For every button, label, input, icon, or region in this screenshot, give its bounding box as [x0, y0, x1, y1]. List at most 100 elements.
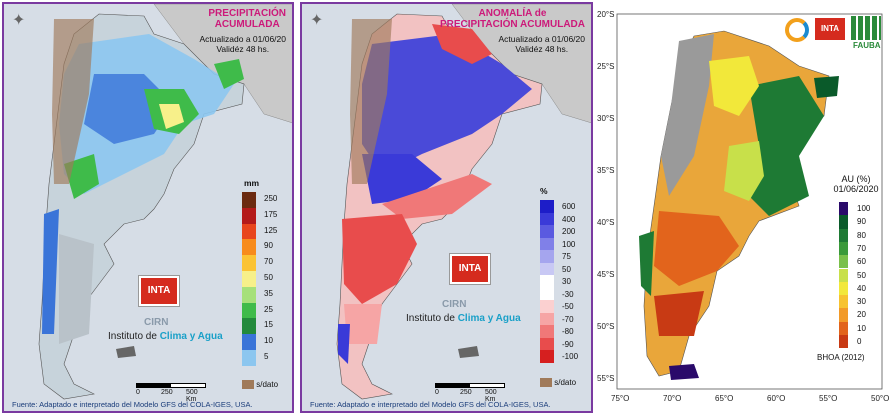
legend-label: 70 — [264, 257, 273, 267]
source-note: Fuente: Adaptado e interpretado del Mode… — [310, 400, 551, 409]
legend-label: -30 — [562, 289, 574, 299]
ipcva-logo-icon — [785, 18, 809, 42]
fauba-label: FAUBA — [853, 41, 881, 50]
legend-unit: % — [540, 186, 548, 196]
legend-swatch — [839, 268, 848, 282]
legend-swatch — [839, 308, 848, 322]
legend-label: 5 — [264, 352, 269, 361]
legend-swatch — [540, 212, 554, 225]
legend-swatch — [540, 225, 554, 238]
legend-swatch — [839, 255, 848, 269]
legend-swatch — [242, 334, 256, 350]
legend-label: 100 — [562, 239, 576, 249]
no-data-swatch — [540, 378, 552, 388]
legend-label: -80 — [562, 327, 574, 336]
longitude-label: 65°O — [715, 394, 734, 403]
legend-label: -100 — [562, 352, 579, 361]
legend-label: 20 — [857, 310, 866, 320]
water-storage-map — [616, 13, 883, 390]
latitude-label: 45°S — [597, 270, 615, 279]
legend-label: 15 — [264, 320, 273, 330]
legend-swatch — [839, 202, 848, 216]
legend-label: 0 — [857, 337, 862, 346]
legend-swatch — [540, 350, 554, 363]
legend-swatch — [839, 228, 848, 242]
latitude-label: 30°S — [597, 114, 615, 123]
no-data-legend: s/dato — [540, 378, 576, 388]
legend-swatch — [540, 250, 554, 263]
legend-label: 10 — [857, 323, 866, 333]
legend-swatch — [242, 223, 256, 240]
legend-swatch — [839, 215, 848, 229]
legend-swatch — [242, 271, 256, 287]
legend-swatch — [540, 325, 554, 338]
latitude-label: 55°S — [597, 374, 615, 383]
institute-name: Instituto de Clima y Agua — [108, 331, 223, 342]
latitude-label: 50°S — [597, 322, 615, 331]
legend-swatch — [540, 275, 554, 288]
latitude-label: 20°S — [597, 10, 615, 19]
legend-label: 30 — [562, 277, 571, 286]
legend-swatch — [540, 337, 554, 350]
legend-label: 70 — [857, 243, 866, 253]
latitude-label: 35°S — [597, 166, 615, 175]
legend-swatch — [540, 262, 554, 275]
legend-swatch — [839, 321, 848, 335]
cirn-logo: CIRN — [442, 299, 467, 310]
legend-label: -70 — [562, 314, 574, 324]
legend-swatch — [540, 300, 554, 313]
update-info: Actualizado a 01/06/20 Validéz 48 hs. — [199, 34, 286, 54]
legend-swatch — [540, 312, 554, 325]
legend-label: 250 — [264, 194, 278, 203]
legend-label: 600 — [562, 202, 576, 211]
legend-label: 200 — [562, 227, 576, 236]
scale-bar: 0 250 500 Km — [136, 383, 206, 403]
legend-swatch — [540, 287, 554, 300]
legend-label: 30 — [857, 297, 866, 307]
legend-swatch — [242, 192, 256, 208]
legend-label: 60 — [857, 257, 866, 267]
legend-label: 50 — [857, 270, 866, 280]
legend-swatch — [540, 237, 554, 250]
legend-label: 175 — [264, 209, 278, 219]
legend-swatch — [839, 281, 848, 296]
source-note: BHOA (2012) — [817, 353, 865, 362]
legend-title: AU (%) 01/06/2020 — [833, 174, 879, 194]
legend-swatch — [540, 200, 554, 213]
legend-swatch — [242, 318, 256, 335]
legend-label: 90 — [857, 217, 866, 227]
anomaly-map-panel: ✦ ANOMALÍA de PRECIPITACIÓN ACUMULADA Ac… — [300, 2, 593, 413]
legend-swatch — [242, 350, 256, 366]
legend-swatch — [839, 335, 848, 349]
longitude-label: 70°O — [663, 394, 682, 403]
legend-label: 35 — [264, 288, 273, 298]
source-note: Fuente: Adaptado e interpretado del Mode… — [12, 400, 253, 409]
inta-logo: INTA — [449, 253, 491, 285]
legend-label: 10 — [264, 336, 273, 346]
inta-logo: INTA — [815, 18, 845, 40]
map-title: PRECIPITACIÓN ACUMULADA — [208, 8, 286, 30]
legend-swatch — [242, 255, 256, 271]
water-storage-map-panel: 20°S 25°S 30°S 35°S 40°S 45°S 50°S 55°S 75°O 70°… — [597, 6, 892, 411]
legend-swatch — [242, 302, 256, 319]
institute-name: Instituto de Clima y Agua — [406, 313, 521, 324]
longitude-label: 50°O — [871, 394, 890, 403]
legend-label: 40 — [857, 283, 866, 293]
precipitation-map-panel: ✦ PRECIPITACIÓN ACUMULADA Actualizado a … — [2, 2, 294, 413]
legend-label: 75 — [562, 252, 571, 261]
legend-label: -50 — [562, 302, 574, 311]
legend-swatch — [242, 239, 256, 256]
update-info: Actualizado a 01/06/20 Validéz 48 hs. — [498, 34, 585, 54]
legend-label: 25 — [264, 304, 273, 314]
legend-label: 400 — [562, 214, 576, 224]
legend-swatch — [242, 286, 256, 303]
longitude-label: 55°O — [819, 394, 838, 403]
legend-swatch — [839, 295, 848, 309]
no-data-legend: s/dato — [242, 380, 278, 390]
latitude-label: 25°S — [597, 62, 615, 71]
legend-unit: mm — [244, 178, 260, 188]
inta-logo: INTA — [138, 275, 180, 307]
legend-label: 125 — [264, 225, 278, 235]
legend-swatch — [839, 241, 848, 256]
map-title: ANOMALÍA de PRECIPITACIÓN ACUMULADA — [440, 8, 585, 30]
